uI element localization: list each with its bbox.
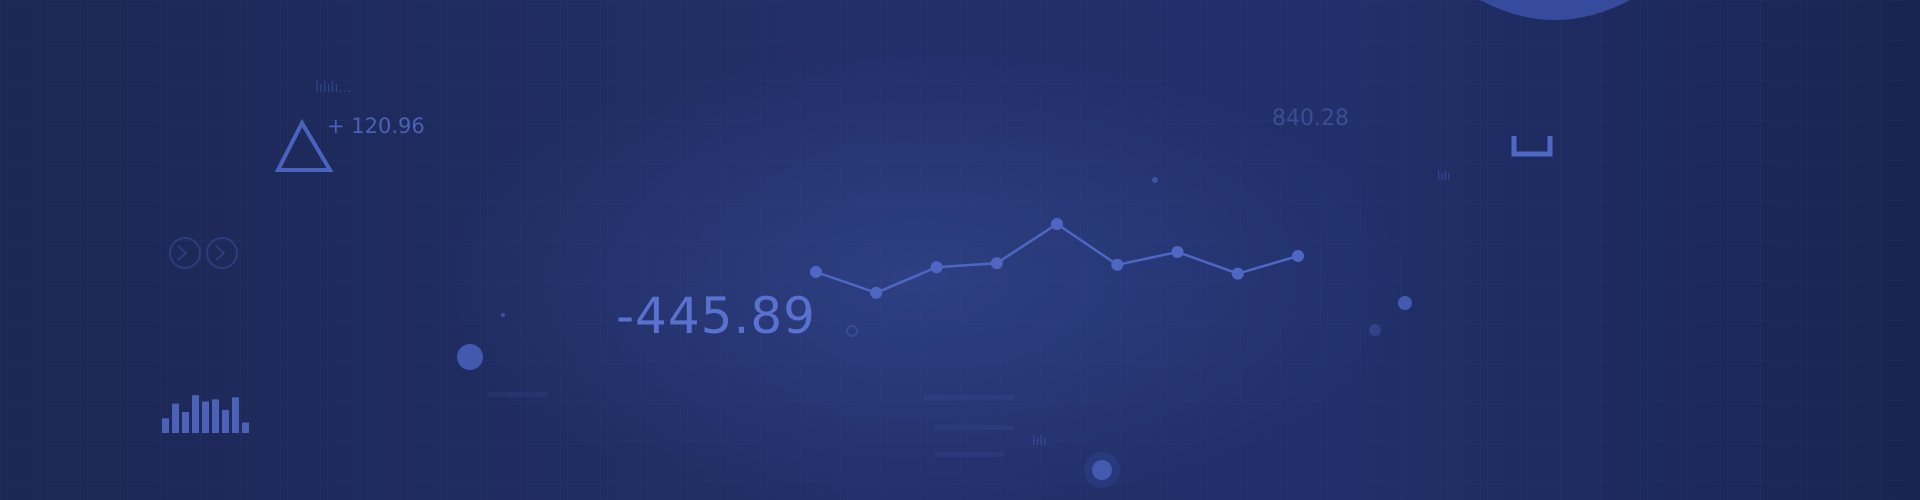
mini-bar-1 [172, 403, 179, 433]
mini-bar-8 [242, 422, 249, 433]
mini-bar-2 [182, 412, 189, 433]
target-icon [1084, 452, 1120, 488]
mini-bar-6 [222, 409, 229, 433]
faint-line [488, 392, 548, 397]
bracket-icon [1511, 136, 1553, 157]
faint-line [934, 452, 1004, 457]
dot-icon [1152, 177, 1158, 183]
mini-bar-0 [162, 418, 169, 433]
chart-point-2 [930, 261, 943, 274]
triangle-icon [274, 118, 334, 172]
chart-point-0 [810, 266, 822, 278]
dot-icon [1398, 296, 1412, 310]
chart-point-3 [990, 257, 1003, 270]
chart-point-4 [1051, 218, 1063, 230]
mini-bar-5 [212, 399, 219, 433]
chart-point-5 [1111, 258, 1124, 271]
chart-point-6 [1171, 246, 1184, 258]
dot-icon [846, 325, 858, 337]
faint-label: lılı [1437, 169, 1450, 183]
mini-bar-chart [162, 395, 249, 433]
chart-point-7 [1231, 267, 1244, 280]
dot-icon [457, 344, 483, 370]
faint-label: lılı [1032, 434, 1046, 449]
main-value: -445.89 [616, 287, 816, 345]
chart-line [815, 222, 1299, 295]
chart-point-1 [870, 286, 883, 299]
delta-value: + 120.96 [327, 114, 425, 138]
mini-bar-3 [192, 395, 199, 433]
planet-arc [1480, 0, 1630, 20]
mini-bar-7 [232, 397, 239, 433]
circle-arrows-icon [169, 237, 238, 269]
mini-bar-4 [202, 401, 209, 433]
line-chart [810, 218, 1304, 299]
dot-icon [501, 313, 505, 317]
faint-line [934, 425, 1014, 430]
faint-line [924, 395, 1014, 400]
dot-icon [1369, 324, 1381, 336]
corner-value: 840.28 [1272, 106, 1349, 131]
faint-label: lılılı... [315, 80, 352, 96]
chart-point-8 [1292, 250, 1304, 262]
